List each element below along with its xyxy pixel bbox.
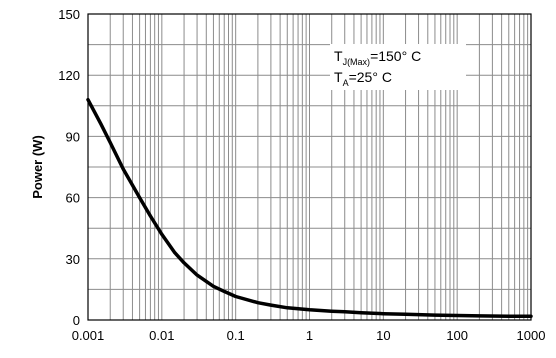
y-tick-label: 30 — [66, 252, 80, 267]
grid — [87, 13, 531, 321]
x-tick-label: 10 — [376, 328, 390, 343]
x-tick-labels: 0.001 0.01 0.1 1 10 100 1000 — [72, 328, 546, 343]
x-tick-label: 100 — [446, 328, 468, 343]
x-tick-label: 1 — [306, 328, 313, 343]
x-tick-label: 0.1 — [227, 328, 245, 343]
y-tick-label: 90 — [66, 129, 80, 144]
x-tick-label: 0.01 — [149, 328, 174, 343]
y-tick-labels: 0 30 60 90 120 150 — [58, 7, 80, 328]
x-tick-label: 1000 — [517, 328, 546, 343]
y-tick-label: 120 — [58, 68, 80, 83]
y-tick-label: 150 — [58, 7, 80, 22]
annotation-tj-max: TJ(Max)=150° C — [334, 48, 421, 67]
series-layer — [86, 97, 533, 319]
annotation-ta: TA=25° C — [334, 69, 392, 88]
x-tick-label: 0.001 — [72, 328, 105, 343]
plot-frame — [87, 13, 532, 321]
y-tick-label: 60 — [66, 191, 80, 206]
power-curve — [86, 97, 533, 319]
y-tick-label: 0 — [73, 313, 80, 328]
y-axis-title: Power (W) — [30, 135, 45, 199]
annotation-box — [330, 44, 466, 90]
